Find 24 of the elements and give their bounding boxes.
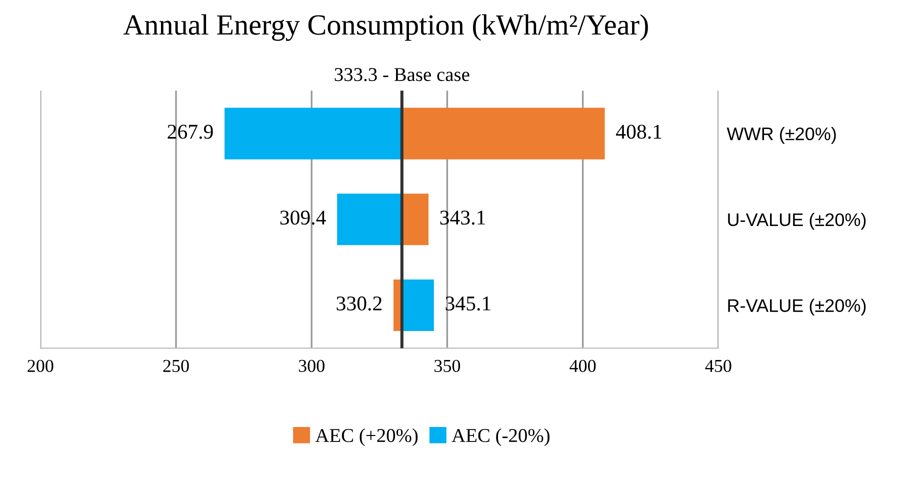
x-tick-label: 200 — [28, 360, 54, 372]
bar — [224, 108, 402, 160]
ref-line-label: 333.3 - Base case — [334, 68, 470, 82]
data-label: 309.4 — [280, 210, 326, 225]
bar — [402, 108, 605, 160]
data-label: 267.9 — [168, 124, 213, 139]
y-tick-label: WWR (±20%) — [726, 127, 836, 144]
legend-label: AEC (+20%) — [315, 428, 418, 446]
x-tick-label: 400 — [570, 360, 596, 372]
data-label: 408.1 — [616, 124, 662, 139]
legend-label: AEC (-20%) — [452, 428, 550, 446]
x-tick-label: 450 — [705, 360, 732, 372]
data-label: 345.1 — [446, 296, 490, 311]
x-tick-label: 250 — [163, 360, 189, 372]
data-label: 343.1 — [440, 210, 485, 225]
y-tick-label: U-VALUE (±20%) — [728, 212, 866, 230]
data-label: 330.2 — [336, 296, 382, 311]
y-tick-label: R-VALUE (±20%) — [728, 298, 866, 316]
bar — [402, 280, 434, 332]
x-tick-label: 300 — [298, 360, 324, 372]
chart-title: Annual Energy Consumption (kWh/m²/Year) — [123, 14, 648, 41]
bar — [402, 194, 428, 246]
bar — [337, 194, 402, 246]
x-tick-label: 350 — [434, 360, 460, 372]
